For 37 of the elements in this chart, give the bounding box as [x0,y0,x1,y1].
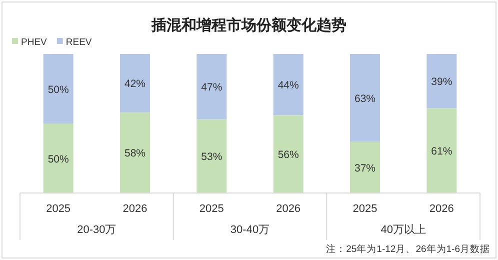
text: 40万以上 [380,223,426,236]
data-label: 56% [278,149,299,162]
text: 20-30万 [77,224,116,236]
data-label: 58% [124,148,146,160]
chart-title: 插混和增程市场份额变化趋势 [150,16,346,34]
data-label: 50% [48,84,69,96]
data-label: 42% [124,78,146,90]
text: 30-40万 [230,224,270,236]
bar [120,112,150,193]
bar [350,54,380,142]
bar [273,54,304,116]
bar [273,115,304,193]
data-label: 63% [354,92,376,105]
data-label: 61% [431,146,452,158]
legend-label: PHEV [21,37,48,48]
x-tick-label: 2025 [46,203,71,215]
legend-label: REEV [66,37,92,48]
bar [196,54,227,120]
bar [120,54,150,112]
data-label: 53% [201,151,222,164]
data-label: 39% [431,76,452,88]
bar [43,54,74,124]
x-tick-label: 2025 [352,203,378,215]
x-tick-label: 2026 [122,203,148,215]
bar [350,142,380,193]
x-tick-label: 2026 [276,203,301,215]
data-label: 44% [278,80,299,92]
bar [426,54,457,108]
x-tick-label: 2026 [429,203,454,215]
bar [43,124,74,193]
x-tick-label: 2025 [199,203,224,215]
data-label: 47% [201,82,222,94]
bar [196,119,227,193]
data-label: 50% [48,153,69,166]
data-label: 37% [354,162,376,174]
text: 注：25年为1-12月、26年为1-6月数据 [326,243,490,255]
bar [426,108,457,193]
